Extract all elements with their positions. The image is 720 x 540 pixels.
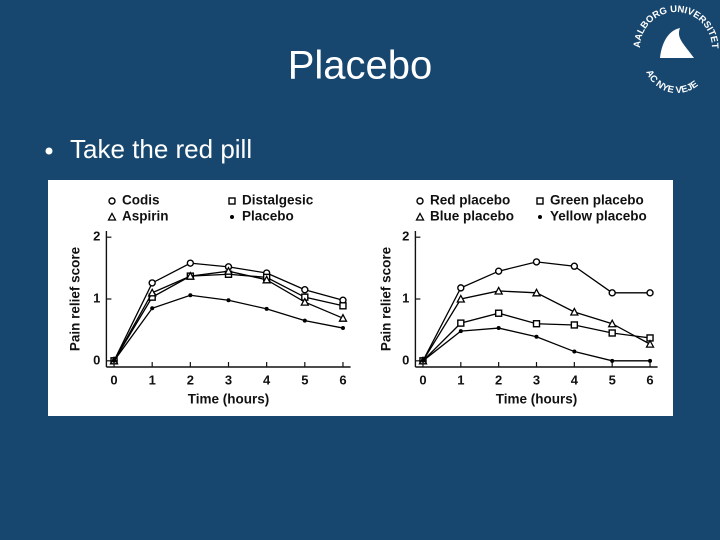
marker [494,309,503,317]
marker [607,318,617,328]
marker [338,313,348,322]
x-tick-label: 2 [495,372,502,387]
marker [223,266,234,275]
logo-emblem [660,28,694,58]
marker [569,307,579,316]
marker [532,320,541,328]
y-tick-label: 1 [402,290,409,305]
marker [186,259,195,267]
marker [185,271,195,280]
marker [645,339,655,348]
legend-label: Blue placebo [430,209,514,224]
x-tick-label: 1 [149,372,156,387]
x-tick-label: 6 [646,372,653,387]
legend-label: Aspirin [122,209,169,224]
marker [457,284,465,292]
marker [608,289,616,297]
x-tick-label: 1 [457,372,464,387]
marker [494,286,504,295]
marker [496,326,501,331]
marker [532,258,541,266]
x-tick-label: 6 [339,372,346,387]
legend-marker [416,197,424,205]
marker [148,279,156,287]
marker [226,298,231,303]
slide-title: Placebo [288,44,433,88]
marker [112,358,117,363]
x-tick-label: 5 [301,372,308,387]
bullet-dot [45,147,53,155]
marker [456,294,466,303]
marker [420,358,425,363]
marker [300,297,310,306]
y-tick-label: 0 [93,352,100,367]
legend-label: Yellow placebo [550,209,647,224]
marker [264,306,269,311]
x-axis-label: Time (hours) [496,392,578,407]
marker [608,329,616,337]
legend-marker [538,215,542,219]
x-tick-label: 4 [571,372,579,387]
marker [646,289,654,297]
marker [302,318,307,323]
marker [147,287,157,297]
x-tick-label: 3 [533,372,540,387]
x-tick-label: 4 [263,372,271,387]
marker [570,321,579,329]
legend-marker [228,197,236,205]
marker [610,358,615,363]
legend-label: Codis [122,193,160,208]
marker [494,267,503,275]
marker [534,334,539,339]
bullet-text: Take the red pill [70,134,252,164]
marker [570,262,579,270]
legend-label: Distalgesic [242,193,314,208]
x-tick-label: 0 [419,372,426,387]
y-axis-label: Pain relief score [379,246,394,351]
marker [648,358,653,363]
marker [150,306,155,311]
marker [340,326,345,331]
x-tick-label: 0 [110,372,117,387]
x-tick-label: 2 [187,372,194,387]
y-axis-label: Pain relief score [68,246,83,351]
marker [457,319,465,327]
marker [262,274,272,284]
legend-label: Red placebo [430,193,510,208]
logo: AALBORG UNIVERSITET AC NYE VEJE [632,0,720,96]
legend-label: Green placebo [550,193,644,208]
legend-marker [107,212,117,221]
marker [301,286,309,294]
y-tick-label: 0 [402,352,409,367]
marker [572,349,577,354]
y-tick-label: 2 [93,229,100,244]
x-tick-label: 3 [225,372,232,387]
marker [188,293,193,298]
legend-marker [536,197,544,205]
y-tick-label: 2 [402,229,409,244]
marker [458,329,463,334]
marker [339,302,347,310]
marker [531,287,542,297]
x-tick-label: 5 [609,372,616,387]
legend-marker [230,215,234,219]
y-tick-label: 1 [93,290,100,305]
x-axis-label: Time (hours) [188,392,270,407]
legend-label: Placebo [242,209,294,224]
legend-marker [108,197,116,205]
legend-marker [415,212,425,221]
